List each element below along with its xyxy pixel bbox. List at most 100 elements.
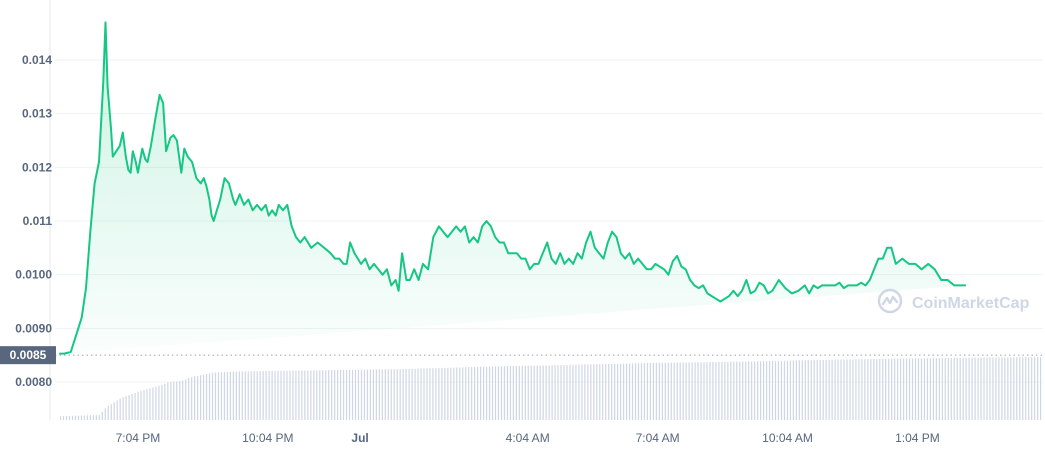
volume-bar bbox=[83, 415, 86, 420]
volume-bar bbox=[468, 367, 470, 420]
volume-bar bbox=[828, 359, 830, 420]
volume-bar bbox=[611, 363, 613, 420]
volume-bar bbox=[816, 360, 818, 420]
volume-bar bbox=[256, 371, 258, 420]
volume-bar bbox=[286, 370, 288, 420]
volume-bar bbox=[599, 364, 601, 420]
volume-bar bbox=[962, 357, 964, 420]
volume-bar bbox=[527, 365, 529, 420]
volume-bar bbox=[1007, 357, 1009, 420]
volume-bar bbox=[894, 358, 896, 420]
volume-bar bbox=[736, 361, 738, 420]
volume-bar bbox=[1025, 357, 1027, 420]
volume-bar bbox=[244, 371, 246, 420]
baseline-badge-group: 0.0085 bbox=[0, 346, 56, 365]
volume-bar bbox=[310, 370, 312, 420]
volume-bar bbox=[932, 358, 934, 420]
volume-bar bbox=[718, 361, 720, 420]
volume-bar bbox=[176, 381, 178, 420]
volume-bar bbox=[825, 359, 827, 420]
volume-bar bbox=[86, 415, 89, 420]
volume-bar bbox=[768, 361, 771, 420]
volume-bar bbox=[742, 361, 744, 420]
volume-bar bbox=[474, 367, 476, 420]
volume-bar bbox=[188, 377, 190, 420]
volume-bar bbox=[393, 369, 395, 420]
volume-bar bbox=[351, 369, 354, 420]
volume-bar bbox=[453, 367, 455, 420]
volume-bar bbox=[1040, 357, 1042, 420]
volume-bar bbox=[491, 366, 494, 420]
volume-bar bbox=[724, 361, 726, 420]
volume-bar bbox=[762, 361, 765, 420]
volume-bar bbox=[938, 358, 940, 420]
volume-bar bbox=[950, 358, 952, 420]
volume-bar bbox=[515, 365, 517, 420]
volume-bar bbox=[134, 392, 136, 420]
volume-bar bbox=[122, 397, 124, 420]
volume-bar bbox=[560, 364, 562, 420]
volume-bar bbox=[995, 357, 997, 420]
volume-bar bbox=[205, 373, 208, 420]
volume-bar bbox=[432, 368, 434, 420]
volume-bar bbox=[983, 357, 985, 420]
volume-bar bbox=[92, 415, 94, 420]
volume-bar bbox=[354, 369, 357, 420]
y-tick-label: 0.0100 bbox=[15, 268, 52, 282]
volume-bar bbox=[402, 369, 404, 420]
volume-bar bbox=[891, 358, 893, 420]
volume-bar bbox=[765, 361, 768, 420]
y-tick-label: 0.011 bbox=[23, 214, 53, 228]
volume-bar bbox=[345, 369, 348, 420]
volume-bar bbox=[295, 370, 297, 420]
volume-bar bbox=[1004, 357, 1006, 420]
volume-bar bbox=[873, 359, 875, 420]
volume-bar bbox=[581, 364, 583, 420]
volume-bar bbox=[661, 362, 663, 420]
volume-bar bbox=[253, 371, 255, 420]
volume-bar bbox=[831, 359, 833, 420]
volume-bar bbox=[348, 369, 351, 420]
volume-bar bbox=[795, 360, 797, 420]
volume-bar bbox=[911, 358, 914, 420]
volume-bar bbox=[131, 394, 133, 420]
coinmarketcap-watermark: CoinMarketCap bbox=[877, 288, 1030, 314]
volume-bar bbox=[372, 369, 374, 420]
volume-bar bbox=[646, 363, 649, 420]
volume-bar bbox=[774, 360, 777, 420]
volume-bar bbox=[575, 364, 577, 420]
volume-bar bbox=[441, 367, 443, 420]
volume-bar bbox=[274, 370, 276, 420]
volume-bar bbox=[905, 358, 908, 420]
volume-bar bbox=[566, 364, 568, 420]
volume-bar bbox=[780, 360, 783, 420]
volume-bar bbox=[885, 358, 887, 420]
volume-bar bbox=[754, 361, 756, 420]
volume-bar bbox=[1028, 357, 1030, 420]
volume-bar bbox=[807, 360, 809, 420]
volume-bar bbox=[71, 415, 74, 420]
x-tick-label: 7:04 AM bbox=[636, 431, 680, 445]
volume-bar bbox=[989, 357, 991, 420]
volume-bar bbox=[414, 368, 416, 420]
volume-bar bbox=[533, 365, 535, 420]
volume-bar bbox=[524, 365, 526, 420]
volume-bar bbox=[280, 370, 282, 420]
volume-bar bbox=[789, 360, 791, 420]
volume-bar bbox=[241, 371, 243, 420]
volume-bar bbox=[89, 415, 91, 420]
volume-bar bbox=[140, 390, 142, 420]
volume-bar bbox=[998, 357, 1000, 420]
volume-bar bbox=[727, 361, 729, 420]
price-line bbox=[59, 21, 967, 355]
volume-bar bbox=[721, 361, 723, 420]
coinmarketcap-logo-wave-icon bbox=[881, 295, 899, 306]
volume-bar bbox=[771, 360, 774, 420]
volume-bar bbox=[968, 357, 970, 420]
volume-bar bbox=[655, 362, 657, 420]
volume-bar bbox=[855, 359, 857, 420]
volume-bar bbox=[986, 357, 988, 420]
volume-bar bbox=[730, 361, 732, 420]
volume-bar bbox=[688, 362, 690, 420]
volume-bar bbox=[277, 370, 279, 420]
